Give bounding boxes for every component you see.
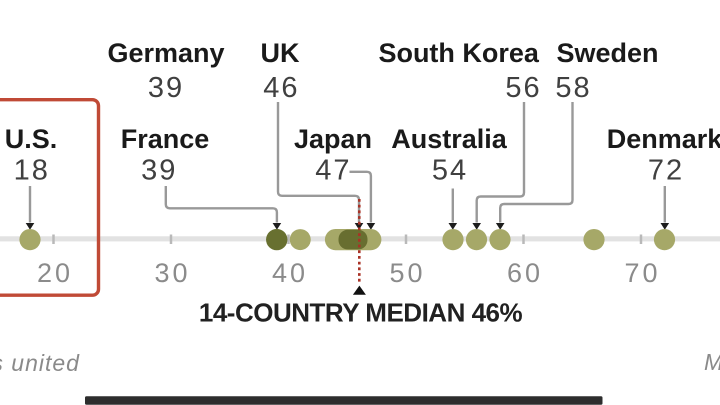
- svg-text:s united: s united: [0, 350, 80, 376]
- svg-text:72: 72: [648, 155, 684, 187]
- svg-text:47: 47: [315, 155, 351, 187]
- svg-text:UK: UK: [261, 38, 300, 68]
- svg-text:40: 40: [272, 258, 308, 288]
- svg-text:54: 54: [432, 155, 468, 187]
- svg-text:More: More: [704, 349, 720, 375]
- svg-text:60: 60: [507, 258, 543, 288]
- svg-text:50: 50: [389, 258, 425, 288]
- svg-text:Sweden: Sweden: [556, 38, 658, 68]
- svg-text:46: 46: [263, 72, 299, 104]
- svg-text:58: 58: [555, 72, 591, 104]
- svg-text:56: 56: [505, 72, 541, 104]
- svg-text:Germany: Germany: [107, 38, 224, 68]
- svg-text:Australia: Australia: [391, 124, 508, 154]
- svg-text:U.S.: U.S.: [5, 124, 58, 154]
- svg-text:70: 70: [624, 258, 660, 288]
- svg-text:Japan: Japan: [294, 124, 372, 154]
- svg-text:18: 18: [14, 155, 50, 187]
- svg-text:Denmark: Denmark: [607, 124, 720, 154]
- svg-text:14-COUNTRY MEDIAN 46%: 14-COUNTRY MEDIAN 46%: [199, 298, 523, 328]
- svg-text:20: 20: [37, 258, 73, 288]
- svg-text:France: France: [121, 124, 210, 154]
- svg-text:39: 39: [148, 72, 184, 104]
- svg-text:30: 30: [154, 258, 190, 288]
- svg-text:39: 39: [141, 155, 177, 187]
- svg-text:South Korea: South Korea: [378, 38, 539, 68]
